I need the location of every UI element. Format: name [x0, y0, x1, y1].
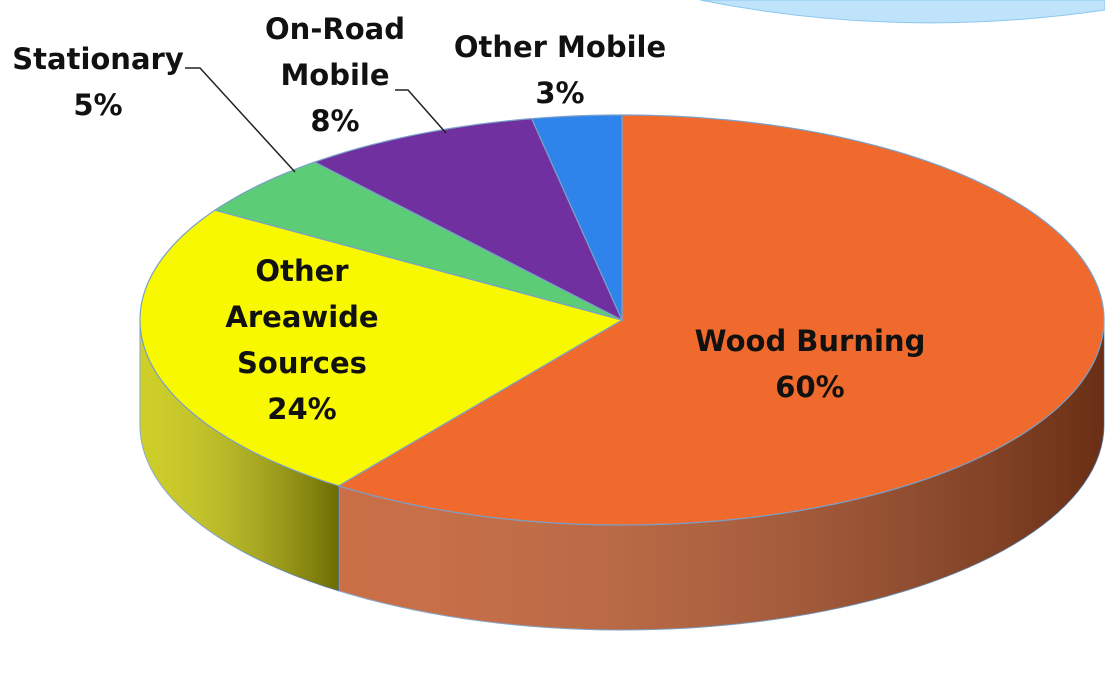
slice [139, 209, 624, 487]
decoration [699, 0, 1105, 24]
percent-label: 60% [775, 370, 845, 404]
slice-side-shade [140, 320, 339, 591]
category-name: Other Mobile [453, 30, 667, 64]
slice-label: On-Road Mobile 8% [265, 6, 405, 144]
percent-label: 8% [310, 104, 360, 138]
percent-label: 24% [267, 392, 337, 426]
slice-label: Stationary 5% [3, 36, 193, 128]
slice-label: Wood Burning 60% [650, 318, 970, 410]
category-name: Stationary [12, 42, 184, 76]
leader-line [395, 89, 447, 134]
percent-label: 5% [73, 88, 123, 122]
category-name: Wood Burning [694, 324, 926, 358]
percent-label: 3% [535, 76, 585, 110]
leader-line [185, 67, 296, 173]
slice [337, 114, 1105, 526]
slice [313, 117, 624, 322]
category-name: Other Areawide Sources [225, 254, 379, 380]
slice-label: Other Mobile 3% [430, 24, 690, 116]
category-name: On-Road Mobile [265, 12, 405, 92]
slice [213, 161, 623, 321]
slice-side-shade [338, 320, 1104, 630]
slice-label: Other Areawide Sources 24% [217, 248, 387, 432]
slice [530, 114, 623, 321]
